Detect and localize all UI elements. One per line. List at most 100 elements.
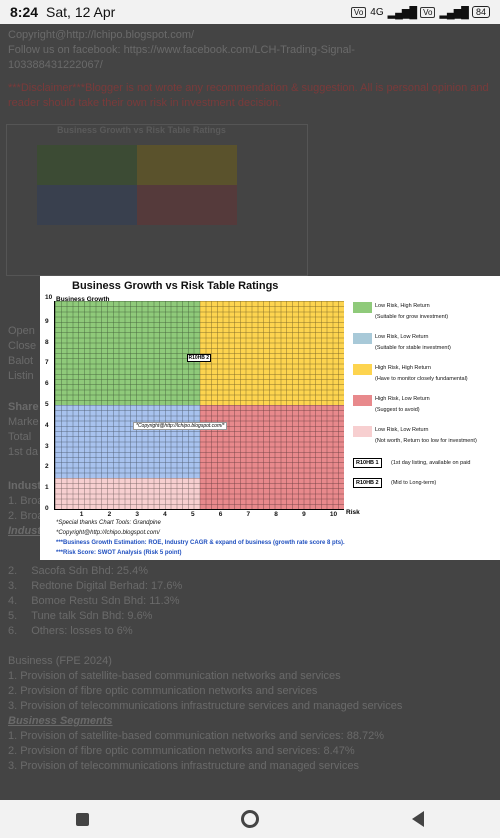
status-date: Sat, 12 Apr — [46, 4, 116, 20]
bg-line: Copyright@http://lchipo.blogspot.com/ — [8, 29, 195, 41]
list-num: 4. — [8, 595, 18, 607]
status-bar: 8:24 Sat, 12 Apr Vo 4G ▂▄▆█ Vo ▂▄▆█ 84 — [0, 0, 500, 24]
legend-swatch — [353, 364, 372, 375]
bg-text: Listin — [8, 370, 34, 382]
x-tick: 4 — [163, 511, 167, 518]
bg-text: Marke — [8, 416, 39, 428]
badge-desc: (1st day listing, available on paid — [391, 460, 471, 466]
x-tick: 5 — [190, 511, 195, 518]
grid-lines — [55, 301, 344, 509]
legend-desc: (Suitable for stable investment) — [375, 345, 451, 351]
bg-text: 1. Broa — [8, 495, 44, 507]
bg-text: Share — [8, 401, 39, 413]
bg-text: 3. Provision of telecommunications infra… — [8, 760, 359, 772]
list-text: Others: losses to 6% — [31, 625, 133, 637]
bg-text: 1. Provision of satellite-based communic… — [8, 730, 385, 742]
y-tick: 8 — [45, 338, 49, 346]
status-icons: Vo 4G ▂▄▆█ Vo ▂▄▆█ 84 — [350, 6, 490, 19]
note-growth-estimation: ***Business Growth Estimation: ROE, Indu… — [56, 540, 345, 546]
home-icon[interactable] — [241, 810, 260, 828]
signal-2-icon: ▂▄▆█ — [439, 6, 468, 19]
legend-desc: (Have to monitor closely fundamental) — [375, 376, 468, 382]
x-tick: 10 — [329, 511, 338, 518]
y-tick: 7 — [45, 359, 49, 367]
zone-blue — [55, 405, 200, 478]
x-tick: 9 — [302, 511, 306, 518]
bg-text: Open — [8, 325, 35, 337]
bg-chart-thumbnail: Business Growth vs Risk Table Ratings — [6, 124, 308, 276]
bg-block-b: Share Marke Total 1st da — [8, 400, 88, 460]
status-time-date: 8:24 Sat, 12 Apr — [10, 4, 115, 20]
list-item: 5. Tune talk Sdn Bhd: 9.6% — [8, 609, 488, 624]
bg-text: Industr — [8, 480, 46, 492]
badge-r10hb1: R10HB 1 — [353, 458, 382, 468]
list-item: 4. Bomoe Restu Sdn Bhd: 11.3% — [8, 594, 488, 609]
status-time: 8:24 — [10, 4, 39, 20]
legend-desc: (Suitable for grow investment) — [375, 314, 449, 320]
list-num: 5. — [8, 610, 18, 622]
list-item: 2. Sacofa Sdn Bhd: 25.4% — [8, 564, 488, 579]
x-tick: 7 — [246, 511, 251, 518]
list-num: 3. — [8, 580, 18, 592]
risk-growth-grid: R10HB 2 *Copyright@http://lchipo.blogspo… — [54, 301, 344, 510]
image-viewer[interactable]: Business Growth vs Risk Table Ratings Bu… — [40, 276, 500, 560]
bg-text: 2. Provision of fibre optic communicatio… — [8, 685, 318, 697]
legend-title: High Risk, High Return — [375, 365, 431, 371]
legend-title: Low Risk, Low Return — [375, 334, 429, 340]
legend-swatch — [353, 302, 372, 313]
zone-yellow — [199, 301, 344, 405]
zone-pink — [55, 477, 200, 509]
bg-text: 1. Provision of satellite-based communic… — [8, 670, 341, 682]
y-tick: 0 — [45, 505, 49, 512]
back-icon[interactable] — [411, 811, 424, 827]
legend-swatch — [353, 395, 372, 406]
signal-icon: ▂▄▆█ — [387, 6, 417, 19]
chart-title: Business Growth vs Risk Table Ratings — [72, 280, 279, 292]
list-num: 2. — [8, 565, 18, 577]
list-num: 6. — [8, 625, 18, 637]
x-tick: 6 — [218, 511, 223, 518]
recent-apps-icon[interactable] — [76, 812, 90, 826]
x-tick: 2 — [107, 511, 112, 518]
legend-title: High Risk, Low Return — [375, 396, 430, 402]
y-tick: 9 — [45, 317, 49, 325]
y-tick: 1 — [45, 484, 49, 492]
y-tick: 2 — [45, 463, 49, 471]
legend-item: Low Risk, Low Return (Not worth, Return … — [353, 424, 500, 454]
legend-item: Low Risk, Low Return (Suitable for stabl… — [353, 331, 500, 361]
list-item: 6. Others: losses to 6% — [8, 624, 488, 639]
y-tick: 5 — [45, 401, 49, 408]
bg-thumb-title: Business Growth vs Risk Table Ratings — [57, 125, 226, 135]
bg-text: 3. Provision of telecommunications infra… — [8, 700, 403, 712]
network-type: 4G — [370, 6, 384, 18]
x-tick: 1 — [79, 511, 84, 518]
y-tick: 6 — [45, 380, 49, 388]
note-copyright: *Copyright@http://lchipo.blogspot.com/ — [56, 530, 160, 536]
marker-r10hb2: R10HB 2 — [186, 354, 212, 363]
bg-text: Balot — [8, 355, 34, 367]
bg-text: 2. Provision of fibre optic communicatio… — [8, 745, 355, 757]
list-text: Tune talk Sdn Bhd: 9.6% — [31, 610, 153, 622]
legend-swatch — [353, 333, 372, 344]
volte-2-icon: Vo — [420, 6, 436, 18]
bg-block-a: Open Close Balot Listin — [8, 324, 88, 384]
volte-icon: Vo — [350, 6, 367, 18]
list-text: Redtone Digital Berhad: 17.6% — [31, 580, 183, 592]
bg-text: Industr — [8, 525, 46, 537]
badge-desc: (Mid to Long-term) — [391, 480, 437, 486]
bg-business-section: Business (FPE 2024) 1. Provision of sate… — [8, 654, 488, 774]
bg-line[interactable]: Follow us on facebook: https://www.faceb… — [8, 44, 355, 56]
bg-text: Close — [8, 340, 37, 352]
legend-swatch — [353, 426, 372, 437]
x-axis-label: Risk — [346, 509, 360, 516]
legend-item: High Risk, High Return (Have to monitor … — [353, 362, 500, 392]
legend-desc: (Not worth, Return too low for investmen… — [375, 438, 477, 444]
legend-title: Low Risk, Low Return — [375, 427, 429, 433]
y-tick: 10 — [45, 294, 53, 301]
bg-line[interactable]: 103388431222067/ — [8, 59, 103, 71]
badge-r10hb2: R10HB 2 — [353, 478, 382, 488]
bg-industry: Industr 1. Broa 2. Broa Industr — [8, 479, 88, 539]
y-tick: 4 — [45, 421, 49, 429]
bg-text: 1st da — [8, 446, 38, 458]
battery-icon: 84 — [471, 6, 490, 18]
